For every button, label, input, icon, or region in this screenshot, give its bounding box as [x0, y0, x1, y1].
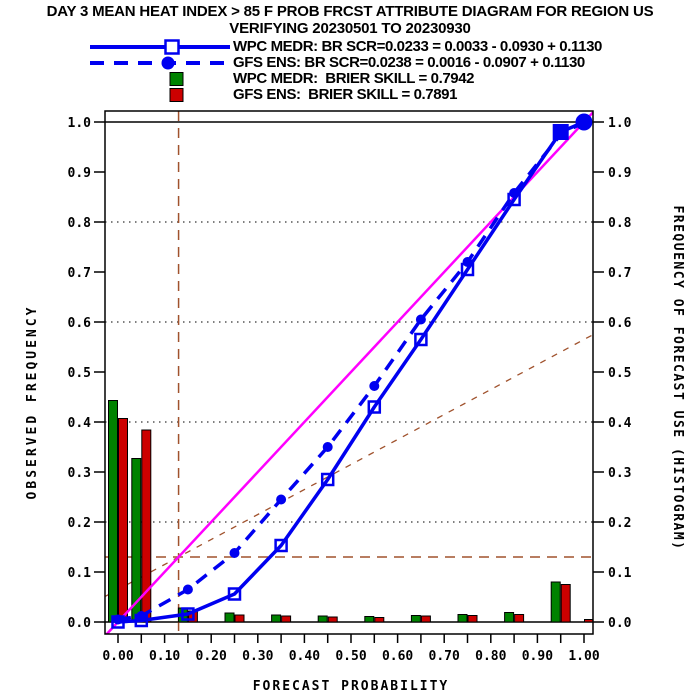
chart-subtitle: VERIFYING 20230501 TO 20230930 [229, 20, 471, 37]
perfect-reliability-line [105, 111, 593, 634]
y-tick-label-right: 0.9 [608, 166, 631, 181]
hist-bar-gfs [584, 619, 593, 623]
gfs-curve [117, 120, 585, 622]
y-tick-label-left: 0.9 [68, 166, 91, 181]
wpc-big-marker [552, 124, 569, 140]
x-tick-label: 1.00 [568, 649, 599, 664]
legend-row-gfs-score: GFS ENS: BR SCR=0.0238 = 0.0016 - 0.0907… [88, 55, 602, 71]
hist-bar-wpc [410, 615, 421, 623]
hist-bar-gfs [420, 615, 431, 623]
forecast-use-histogram [108, 400, 593, 623]
legend-row-wpc-skill: WPC MEDR: BRIER SKILL = 0.7942 [88, 71, 602, 87]
gfs-histogram-swatch-icon [169, 88, 184, 102]
y-tick-label-left: 0.0 [68, 616, 92, 631]
hist-bar-wpc [317, 615, 328, 623]
y-tick-label-right: 0.5 [608, 366, 631, 381]
hist-bar-wpc [364, 616, 375, 623]
gfs-marker [229, 548, 240, 558]
y-tick-label-left: 0.6 [68, 316, 92, 331]
wpc-marker [181, 607, 195, 621]
y-tick-label-left: 0.3 [68, 466, 91, 481]
y-tick-label-right: 0.0 [608, 616, 632, 631]
y-axis-title-left: OBSERVED FREQUENCY [25, 305, 40, 500]
y-tick-label-left: 0.4 [68, 416, 92, 431]
legend: WPC MEDR: BR SCR=0.0233 = 0.0033 - 0.093… [88, 39, 602, 103]
wpc-marker [460, 262, 475, 277]
gfs-marker [276, 494, 287, 505]
y-tick-label-right: 0.2 [608, 516, 631, 531]
y-tick-label-right: 0.7 [608, 266, 631, 281]
legend-row-gfs-skill: GFS ENS: BRIER SKILL = 0.7891 [88, 87, 602, 103]
hist-bar-gfs [560, 584, 571, 623]
wpc-histogram-swatch-icon [169, 72, 184, 86]
x-axis-title: FORECAST PROBABILITY [253, 679, 450, 694]
y-tick-label-right: 0.4 [608, 416, 632, 431]
x-tick-label: 0.90 [522, 649, 553, 664]
x-tick-label: 0.50 [335, 649, 366, 664]
x-tick-label: 0.60 [382, 649, 413, 664]
gfs-marker [369, 381, 380, 391]
y-tick-label-left: 0.2 [68, 516, 91, 531]
wpc-marker [367, 400, 382, 414]
y-tick-label-right: 1.0 [608, 116, 632, 131]
hist-bar-gfs [234, 614, 245, 623]
legend-label: GFS ENS: BRIER SKILL = 0.7891 [233, 86, 458, 103]
y-tick-label-right: 0.3 [608, 466, 631, 481]
hist-bar-gfs [118, 418, 128, 623]
x-tick-label: 0.30 [242, 649, 273, 664]
hist-bar-wpc [457, 614, 468, 623]
y-axis-title-right: FREQUENCY OF FORECAST USE (HISTOGRAM) [670, 205, 685, 550]
x-tick-label: 0.00 [102, 649, 133, 664]
y-tick-label-left: 1.0 [68, 116, 92, 131]
gfs-marker [182, 584, 193, 595]
hist-bar-wpc [504, 612, 515, 623]
legend-label: WPC MEDR: BR SCR=0.0233 = 0.0033 - 0.093… [233, 38, 602, 55]
gfs-big-marker [575, 113, 593, 131]
x-tick-label: 0.70 [429, 649, 460, 664]
y-tick-label-right: 0.6 [608, 316, 632, 331]
wpc-line-marker-icon [90, 39, 230, 55]
wpc-marker [507, 192, 521, 207]
wpc-marker [111, 615, 125, 629]
wpc-marker [134, 613, 149, 628]
y-tick-label-left: 0.1 [68, 566, 92, 581]
wpc-marker [274, 538, 288, 553]
hist-bar-wpc [224, 612, 235, 623]
hist-bar-wpc [108, 400, 118, 623]
legend-label: WPC MEDR: BRIER SKILL = 0.7942 [233, 70, 475, 87]
y-tick-label-left: 0.5 [68, 366, 91, 381]
x-tick-label: 0.40 [289, 649, 320, 664]
axis-ticks: 0.00 0.10 0.20 0.30 0.40 0.50 0.60 0.70 0.80 0.90… [68, 116, 632, 664]
hist-bar-gfs [467, 615, 478, 623]
wpc-marker [414, 332, 428, 347]
hist-bar-wpc [550, 581, 561, 623]
no-skill-line [105, 334, 593, 598]
gfs-marker [415, 314, 426, 325]
legend-row-wpc-score: WPC MEDR: BR SCR=0.0233 = 0.0033 - 0.093… [88, 39, 602, 55]
gfs-line-marker-icon [90, 56, 230, 70]
x-tick-label: 0.80 [475, 649, 506, 664]
y-tick-label-right: 0.1 [608, 566, 632, 581]
hist-bar-wpc [271, 614, 282, 623]
hist-bar-gfs [281, 615, 292, 623]
wpc-curve [117, 120, 585, 624]
hist-bar-gfs [374, 617, 385, 623]
legend-label: GFS ENS: BR SCR=0.0238 = 0.0016 - 0.0907… [233, 54, 585, 71]
wpc-marker [227, 587, 242, 601]
x-tick-label: 0.10 [149, 649, 180, 664]
gfs-marker [322, 442, 333, 452]
x-tick-label: 0.20 [196, 649, 227, 664]
y-tick-label-right: 0.8 [608, 216, 632, 231]
y-tick-label-left: 0.7 [68, 266, 91, 281]
wpc-marker [320, 472, 335, 487]
chart-title: DAY 3 MEAN HEAT INDEX > 85 F PROB FRCST … [46, 3, 654, 20]
hist-bar-gfs [327, 616, 338, 623]
y-tick-label-left: 0.8 [68, 216, 92, 231]
hist-bar-gfs [514, 614, 525, 623]
